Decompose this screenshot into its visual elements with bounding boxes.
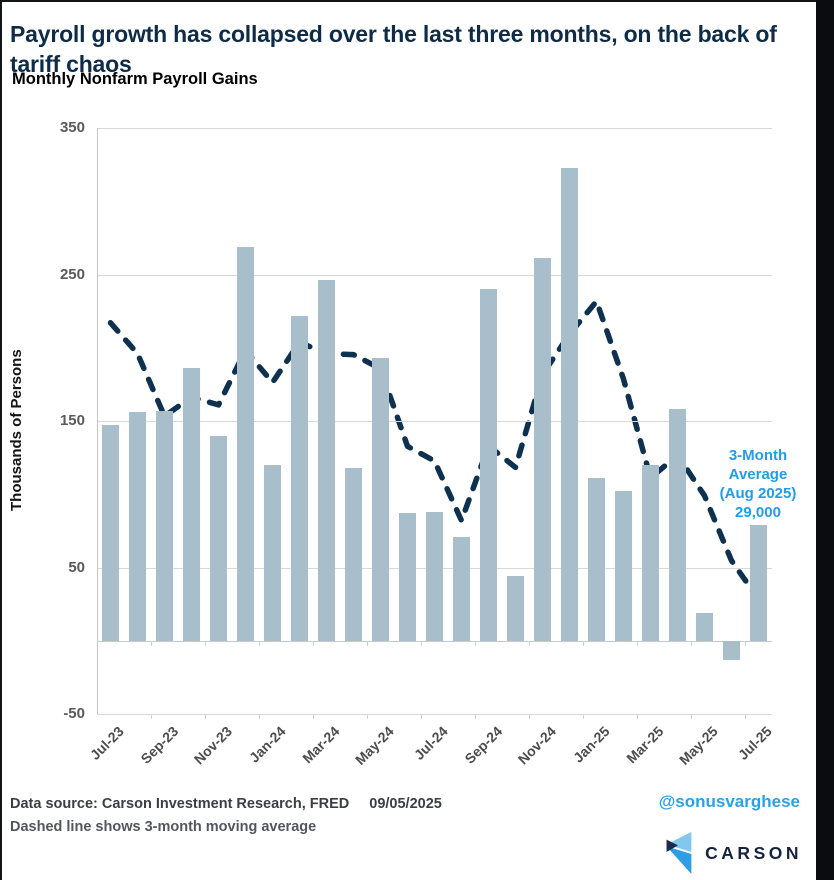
gridline-150 [97,421,772,422]
y-tick-label: 250 [59,265,85,283]
y-axis-title: Thousands of Persons [8,349,25,511]
top-border [0,0,834,2]
carson-chevron-icon [666,832,692,874]
annotation-line-2: (Aug 2025) [719,484,797,502]
x-tick-label-Jul-24: Jul-24 [410,723,451,763]
bar-Jan-25 [588,478,605,641]
y-tick-label: 350 [59,119,85,136]
y-tick-label: 50 [68,558,85,576]
axis-tick [313,641,314,646]
page-title: Payroll growth has collapsed over the la… [10,21,777,77]
bar-Dec-23 [237,246,254,641]
left-border [0,0,2,880]
bar-Jun-25 [723,640,740,660]
bar-Feb-24 [291,315,308,641]
data-source-text: Data source: Carson Investment Research,… [10,796,350,812]
axis-tick [637,641,638,646]
moving-average-line [107,298,762,603]
axis-tick [421,641,422,646]
axis-tick [205,641,206,646]
gridline-250 [97,274,772,276]
axis-tick [367,715,368,719]
annotation-line-1: 3-Month Average [728,447,788,483]
bar-Jun-24 [399,513,416,641]
bar-Mar-24 [318,280,335,641]
axis-tick [691,641,692,646]
bar-Sep-23 [156,410,173,641]
x-tick-label-May-24: May-24 [351,723,397,768]
axis-tick [475,641,476,646]
x-tick-label-Sep-23: Sep-23 [137,723,181,767]
footer-note: Dashed line shows 3-month moving average [10,819,317,835]
axis-tick [745,715,746,719]
bar-Oct-24 [507,576,524,641]
axis-tick [259,715,260,719]
bar-Dec-24 [561,167,578,641]
zero-axis-line [97,640,772,642]
bar-Apr-25 [669,409,686,641]
bar-May-25 [696,612,713,641]
x-tick-label-Jan-25: Jan-25 [570,723,613,766]
bar-Mar-25 [642,464,659,641]
right-border [816,0,834,880]
bar-Jan-24 [264,464,281,641]
bar-Feb-25 [615,491,632,641]
footer-date: 09/05/2025 [369,796,442,812]
x-tick-label-Jan-24: Jan-24 [246,723,289,766]
y-tick-label: 150 [59,412,85,429]
y-tick-label: -50 [63,705,85,722]
x-tick-label-Jul-25: Jul-25 [734,723,775,763]
axis-tick [421,715,422,719]
axis-tick [259,641,260,646]
carson-logo-text: CARSON [705,842,802,863]
axis-tick [529,641,530,646]
carson-logo: CARSON [663,832,802,874]
moving-average-annotation: 3-Month Average (Aug 2025) 29,000 [698,447,818,523]
bar-Jul-23 [102,425,119,641]
annotation-line-3: 29,000 [735,503,781,521]
axis-tick [529,715,530,719]
y-axis-line [97,128,98,714]
gridline-350 [97,128,772,129]
x-tick-label-Mar-24: Mar-24 [299,723,343,767]
axis-tick [745,641,746,646]
bar-Sep-24 [480,289,497,641]
x-tick-label-Jul-23: Jul-23 [86,723,127,763]
axis-tick [367,641,368,646]
bar-Apr-24 [345,467,362,641]
axis-tick [151,641,152,646]
chart-subtitle: Monthly Nonfarm Payroll Gains [12,70,258,88]
bar-Aug-23 [129,412,146,641]
x-tick-label-May-25: May-25 [675,723,721,768]
bar-Nov-24 [534,258,551,641]
bar-Oct-23 [183,368,200,641]
bar-Jul-25 [750,525,767,641]
x-tick-label-Nov-23: Nov-23 [190,723,235,768]
axis-tick [313,715,314,719]
x-tick-label-Sep-24: Sep-24 [461,723,505,767]
bar-Jul-24 [426,511,443,641]
axis-tick [151,715,152,719]
chart-plot-area: 3-Month Average (Aug 2025) 29,000 350 250… [60,119,796,768]
axis-tick [583,715,584,719]
x-tick-label-Mar-25: Mar-25 [623,723,667,767]
bar-Nov-23 [210,435,227,641]
axis-tick [637,715,638,719]
axis-tick [205,715,206,719]
footer-data-source: Data source: Carson Investment Research,… [10,796,442,812]
gridline--50 [97,714,772,715]
bar-May-24 [372,358,389,641]
axis-tick [475,715,476,719]
axis-tick [583,641,584,646]
bar-Aug-24 [453,536,470,641]
twitter-handle: @sonusvarghese [658,792,800,811]
x-tick-label-Nov-24: Nov-24 [514,723,559,768]
axis-tick [691,715,692,719]
